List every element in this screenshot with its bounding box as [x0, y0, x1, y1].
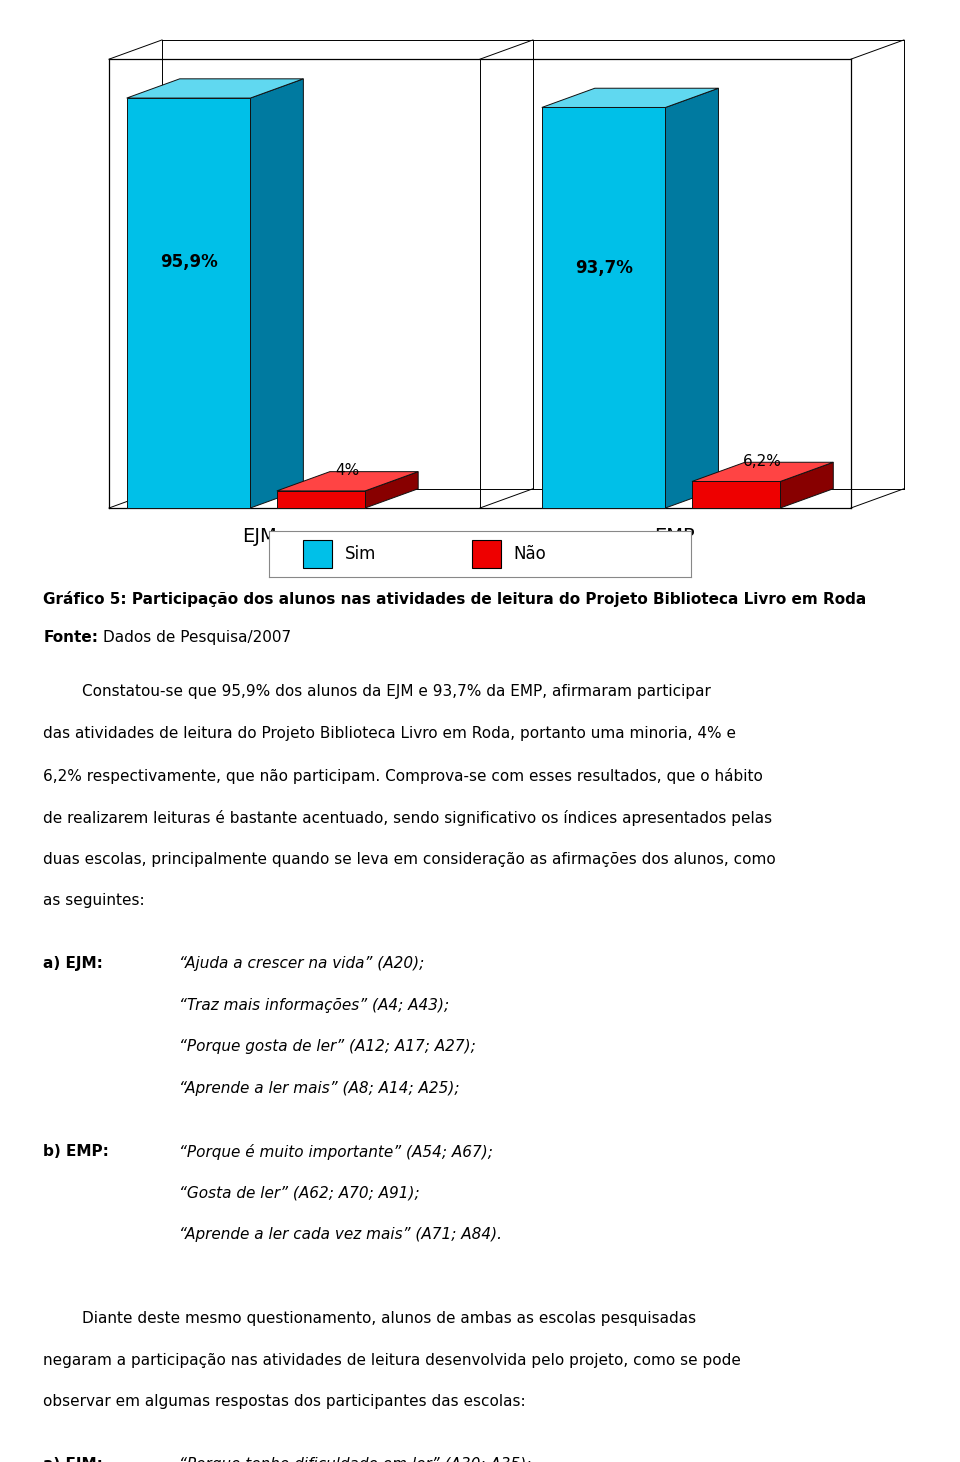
Text: observar em algumas respostas dos participantes das escolas:: observar em algumas respostas dos partic…	[43, 1395, 526, 1409]
Polygon shape	[127, 79, 303, 98]
Bar	[302, 539, 332, 569]
Text: “Porque gosta de ler” (A12; A17; A27);: “Porque gosta de ler” (A12; A17; A27);	[179, 1039, 475, 1054]
Bar	[471, 539, 501, 569]
Polygon shape	[541, 88, 718, 108]
Text: EJM: EJM	[242, 528, 276, 547]
Text: “Porque é muito importante” (A54; A67);: “Porque é muito importante” (A54; A67);	[179, 1143, 492, 1159]
Text: 6,2%: 6,2%	[743, 453, 782, 469]
Text: a) EJM:: a) EJM:	[43, 1458, 103, 1462]
Text: Sim: Sim	[345, 545, 376, 563]
Text: Gráfico 5: Participação dos alunos nas atividades de leitura do Projeto Bibliote: Gráfico 5: Participação dos alunos nas a…	[43, 591, 867, 607]
Text: as seguintes:: as seguintes:	[43, 893, 145, 908]
Text: Constatou-se que 95,9% dos alunos da EJM e 93,7% da EMP, afirmaram participar: Constatou-se que 95,9% dos alunos da EJM…	[43, 684, 711, 699]
Text: negaram a participação nas atividades de leitura desenvolvida pelo projeto, como: negaram a participação nas atividades de…	[43, 1352, 741, 1367]
Polygon shape	[541, 108, 665, 507]
Text: a) EJM:: a) EJM:	[43, 956, 103, 971]
Text: Fonte:: Fonte:	[43, 630, 98, 645]
Text: de realizarem leituras é bastante acentuado, sendo significativo os índices apre: de realizarem leituras é bastante acentu…	[43, 810, 773, 826]
Text: b) EMP:: b) EMP:	[43, 1143, 109, 1159]
Text: Dados de Pesquisa/2007: Dados de Pesquisa/2007	[103, 630, 291, 645]
Text: “Aprende a ler mais” (A8; A14; A25);: “Aprende a ler mais” (A8; A14; A25);	[179, 1082, 459, 1096]
Text: “Ajuda a crescer na vida” (A20);: “Ajuda a crescer na vida” (A20);	[179, 956, 424, 971]
Polygon shape	[692, 481, 780, 507]
Text: 95,9%: 95,9%	[159, 253, 217, 270]
Text: “Aprende a ler cada vez mais” (A71; A84).: “Aprende a ler cada vez mais” (A71; A84)…	[179, 1227, 502, 1243]
Text: EMP: EMP	[654, 528, 695, 547]
Text: 4%: 4%	[335, 463, 360, 478]
Text: “Gosta de ler” (A62; A70; A91);: “Gosta de ler” (A62; A70; A91);	[179, 1186, 420, 1200]
Polygon shape	[665, 88, 718, 507]
Text: duas escolas, principalmente quando se leva em consideração as afirmações dos al: duas escolas, principalmente quando se l…	[43, 851, 776, 867]
Text: Diante deste mesmo questionamento, alunos de ambas as escolas pesquisadas: Diante deste mesmo questionamento, aluno…	[43, 1311, 696, 1326]
Polygon shape	[251, 79, 303, 507]
Text: “Traz mais informações” (A4; A43);: “Traz mais informações” (A4; A43);	[179, 997, 448, 1013]
Polygon shape	[276, 472, 419, 491]
Text: 6,2% respectivamente, que não participam. Comprova-se com esses resultados, que : 6,2% respectivamente, que não participam…	[43, 768, 763, 784]
Text: Não: Não	[514, 545, 546, 563]
Polygon shape	[276, 491, 365, 507]
Text: 93,7%: 93,7%	[575, 259, 633, 276]
Polygon shape	[365, 472, 419, 507]
Text: das atividades de leitura do Projeto Biblioteca Livro em Roda, portanto uma mino: das atividades de leitura do Projeto Bib…	[43, 727, 736, 741]
Text: “Porque tenho dificuldade em ler” (A30; A35);: “Porque tenho dificuldade em ler” (A30; …	[179, 1458, 531, 1462]
Polygon shape	[780, 462, 833, 507]
Polygon shape	[127, 98, 251, 507]
Polygon shape	[692, 462, 833, 481]
